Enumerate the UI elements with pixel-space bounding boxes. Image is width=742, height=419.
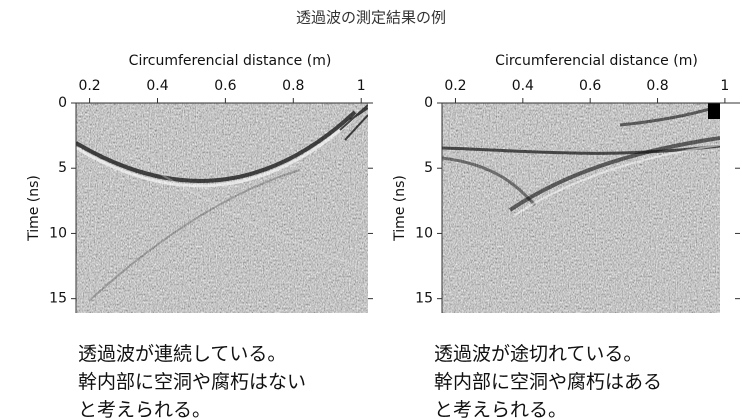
y-tick-label: 0 xyxy=(424,95,433,111)
x-tick-label: 0.8 xyxy=(646,78,668,94)
y-tick-label: 5 xyxy=(58,160,67,176)
x-axis-label: Circumferencial distance (m) xyxy=(129,53,332,69)
y-tick-label: 10 xyxy=(49,225,67,241)
x-tick-label: 0.6 xyxy=(579,78,601,94)
x-tick-label: 0.4 xyxy=(512,78,534,94)
x-tick-label: 0.4 xyxy=(146,78,168,94)
caption-line: 幹内部に空洞や腐朽はある xyxy=(434,371,662,393)
y-axis-label: Time (ns) xyxy=(26,175,42,242)
x-tick-label: 1 xyxy=(357,78,366,94)
x-tick-label: 0.8 xyxy=(282,78,304,94)
caption-line: 透過波が連続している。 xyxy=(78,343,286,365)
y-tick-label: 15 xyxy=(49,291,67,307)
y-tick-label: 5 xyxy=(424,160,433,176)
caption-line: 透過波が途切れている。 xyxy=(434,343,642,365)
radargram-image xyxy=(76,103,368,313)
x-tick-label: 0.6 xyxy=(214,78,236,94)
x-tick-label: 0.2 xyxy=(78,78,100,94)
y-axis-label: Time (ns) xyxy=(392,175,408,242)
x-tick-label: 0.2 xyxy=(444,78,466,94)
x-axis-label: Circumferencial distance (m) xyxy=(495,53,698,69)
caption-line: と考えられる。 xyxy=(434,399,567,419)
figure: 透過波の測定結果の例 0.20.40.60.81051015Circumfere… xyxy=(0,0,742,419)
radargram-image xyxy=(442,103,720,313)
figure-title: 透過波の測定結果の例 xyxy=(296,9,446,27)
caption-line: と考えられる。 xyxy=(78,399,211,419)
y-tick-label: 0 xyxy=(58,95,67,111)
y-tick-label: 15 xyxy=(415,291,433,307)
y-tick-label: 10 xyxy=(415,225,433,241)
x-tick-label: 1 xyxy=(720,78,729,94)
caption-line: 幹内部に空洞や腐朽はない xyxy=(78,371,306,393)
